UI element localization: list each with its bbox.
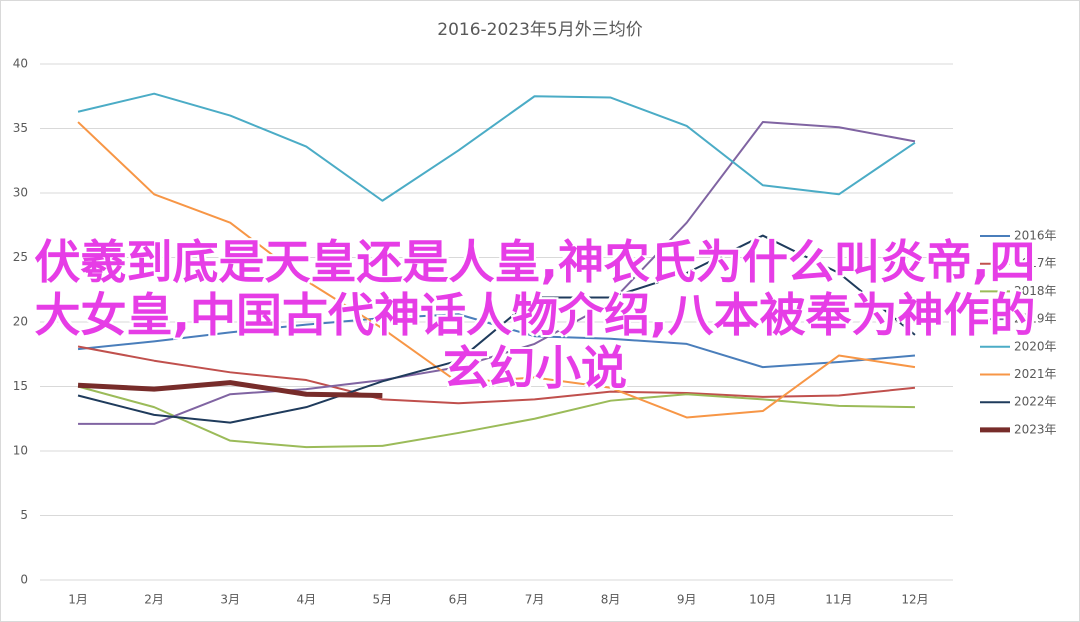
x-tick-label: 10月 bbox=[749, 593, 776, 607]
x-tick-label: 11月 bbox=[825, 593, 852, 607]
series-line bbox=[78, 121, 916, 425]
x-tick-label: 9月 bbox=[677, 593, 697, 607]
x-tick-label: 12月 bbox=[901, 593, 928, 607]
x-tick-label: 2月 bbox=[144, 593, 164, 607]
series-line bbox=[77, 313, 916, 369]
series-line bbox=[77, 92, 916, 202]
y-tick-label: 10 bbox=[13, 444, 28, 458]
y-tick-label: 0 bbox=[20, 573, 28, 587]
series-line bbox=[77, 380, 383, 399]
legend-label: 2022年 bbox=[1014, 395, 1057, 409]
y-tick-label: 40 bbox=[13, 57, 28, 71]
legend-label: 2021年 bbox=[1014, 367, 1057, 381]
y-tick-label: 30 bbox=[13, 186, 28, 200]
legend-label: 2018年 bbox=[1014, 284, 1057, 298]
legend-label: 2019年 bbox=[1014, 312, 1057, 326]
series-line bbox=[77, 345, 916, 405]
x-tick-label: 6月 bbox=[449, 593, 469, 607]
overlay-text: 伏羲到底是天皇还是人皇,神农氏为什么叫炎帝,四大女皇,中国古代神话人物介绍,八本… bbox=[34, 235, 1036, 395]
x-tick-label: 3月 bbox=[220, 593, 240, 607]
y-tick-label: 5 bbox=[20, 508, 28, 522]
series-line bbox=[77, 121, 916, 419]
x-tick-label: 4月 bbox=[296, 593, 316, 607]
legend-label: 2023年 bbox=[1014, 422, 1057, 436]
legend-label: 2017年 bbox=[1014, 256, 1057, 270]
x-tick-label: 1月 bbox=[68, 593, 88, 607]
chart-title: 2016-2023年5月外三均价 bbox=[437, 20, 642, 40]
legend-label: 2016年 bbox=[1014, 229, 1057, 243]
x-tick-label: 8月 bbox=[601, 593, 621, 607]
x-tick-label: 5月 bbox=[373, 593, 393, 607]
y-tick-label: 15 bbox=[13, 379, 28, 393]
series-line bbox=[77, 385, 915, 449]
legend-label: 2020年 bbox=[1014, 339, 1057, 353]
y-tick-label: 35 bbox=[13, 121, 28, 135]
series-line bbox=[77, 234, 916, 424]
y-tick-label: 25 bbox=[13, 250, 28, 264]
y-tick-label: 20 bbox=[13, 315, 28, 329]
x-tick-label: 7月 bbox=[525, 593, 545, 607]
